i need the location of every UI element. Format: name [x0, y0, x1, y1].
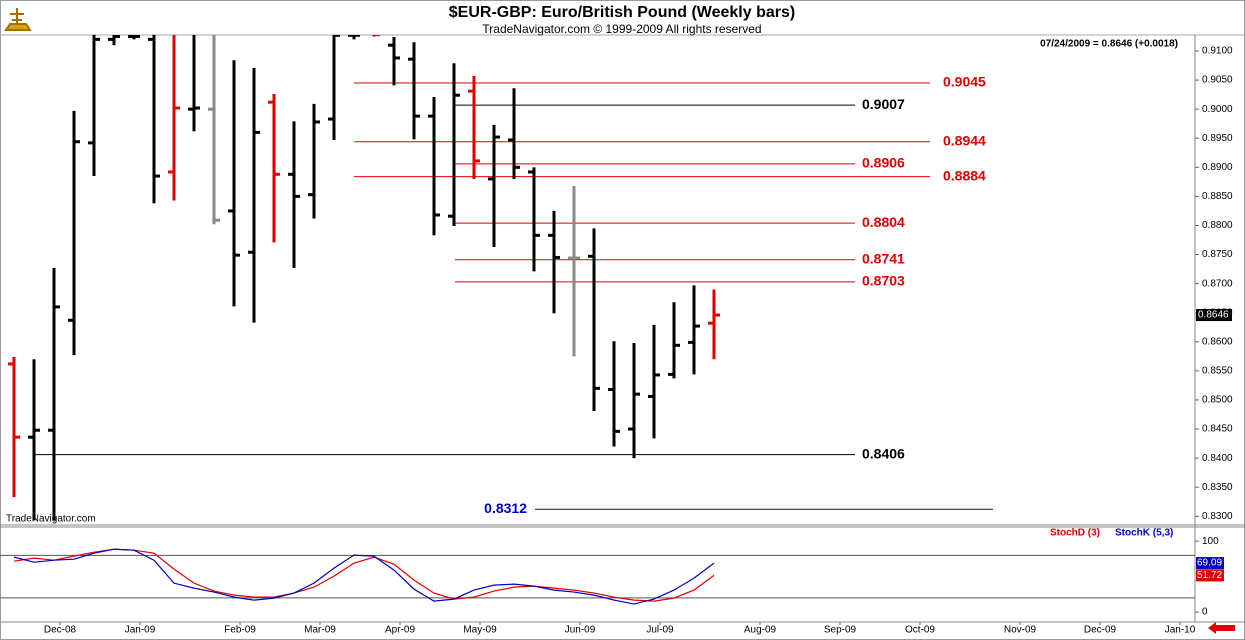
level-label: 0.8741: [862, 250, 905, 266]
y-tick-label: 0.8350: [1202, 482, 1233, 493]
y-tick-label: 0.8500: [1202, 395, 1233, 406]
indicator-panel: [0, 548, 1195, 605]
legend-entry: StochD (3): [1050, 528, 1100, 539]
last-value-label: 51.72: [1197, 570, 1222, 581]
indicator-line: [13, 548, 715, 605]
level-label: 0.8406: [862, 445, 905, 461]
watermark: TradeNavigator.com: [6, 514, 96, 525]
last-value-label: 69.09: [1197, 558, 1222, 569]
y-tick-label: 0.8450: [1202, 424, 1233, 435]
x-tick-label: Apr-09: [385, 625, 415, 636]
overlay: 0.8300 0.8350 0.8400 0.8450 0.8500 0.8550 0.86…: [44, 46, 1233, 636]
level-label: 0.8884: [943, 167, 986, 183]
last-value-box: [1196, 569, 1224, 582]
x-tick-label: Jul-09: [646, 625, 674, 636]
quote: 07/24/2009 = 0.8646 (+0.0018): [1040, 39, 1178, 50]
y-tick-label: 0.8700: [1202, 278, 1233, 289]
last-price-box: [1196, 309, 1232, 322]
x-tick-label: Sep-09: [824, 625, 857, 636]
last-value-box: [1196, 557, 1224, 570]
y-tick-label: 0.8800: [1202, 220, 1233, 231]
x-tick-label: Oct-09: [905, 625, 935, 636]
level-label: 0.9007: [862, 96, 905, 112]
y-tick-label: 0.8900: [1202, 162, 1233, 173]
y-tick-label: 0.8600: [1202, 336, 1233, 347]
x-tick-label: Jan-10: [1165, 625, 1196, 636]
y-tick-label: 0.8400: [1202, 453, 1233, 464]
y-tick-label: 0: [1202, 607, 1208, 618]
level-label: 0.8312: [484, 500, 527, 516]
scroll-arrow[interactable]: [1208, 622, 1235, 634]
x-tick-label: May-09: [463, 625, 497, 636]
x-tick-label: Dec-09: [1084, 625, 1117, 636]
level-label: 0.9045: [943, 74, 986, 90]
y-tick-label: 0.9000: [1202, 104, 1233, 115]
level-label: 0.8804: [862, 214, 905, 230]
level-label: 0.8944: [943, 132, 986, 148]
price-panel: [8, 35, 993, 521]
y-tick-label: 0.8850: [1202, 191, 1233, 202]
x-tick-label: Dec-08: [44, 625, 77, 636]
level-label: 0.8703: [862, 273, 905, 289]
y-tick-label: 0.8550: [1202, 366, 1233, 377]
legend-entry: StochK (5,3): [1115, 528, 1173, 539]
x-tick-label: Nov-09: [1004, 625, 1037, 636]
y-tick-label: 0.9100: [1202, 46, 1233, 57]
x-tick-label: Mar-09: [304, 625, 336, 636]
x-tick-label: Jan-09: [125, 625, 156, 636]
x-tick-label: Jun-09: [565, 625, 596, 636]
logo: [4, 8, 32, 31]
chart-subtitle: TradeNavigator.com © 1999-2009 All right…: [482, 22, 761, 36]
level-label: 0.8906: [862, 155, 905, 171]
last-price-label: 0.8646: [1198, 310, 1229, 321]
y-tick-label: 0.9050: [1202, 75, 1233, 86]
y-tick-label: 0.8750: [1202, 249, 1233, 260]
y-tick-label: 0.8300: [1202, 511, 1233, 522]
x-tick-label: Aug-09: [744, 625, 777, 636]
x-tick-label: Feb-09: [224, 625, 256, 636]
y-tick-label: 0.8950: [1202, 133, 1233, 144]
chart-title: $EUR-GBP: Euro/British Pound (Weekly bar…: [449, 4, 795, 21]
y-tick-label: 100: [1202, 536, 1219, 547]
